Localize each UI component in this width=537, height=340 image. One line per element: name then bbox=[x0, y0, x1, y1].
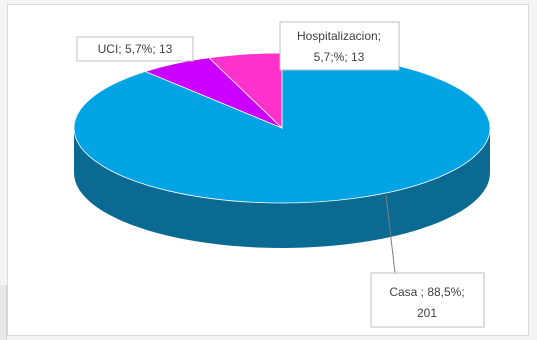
data-label-casa-line1: Casa ; 88,5%; bbox=[389, 285, 464, 299]
data-label-casa: Casa ; 88,5%; 201 bbox=[370, 272, 485, 328]
label-leaders bbox=[385, 194, 396, 274]
data-label-hospitalizacion: Hospitalizacion; 5,7;%; 13 bbox=[279, 21, 400, 71]
window-edge bbox=[0, 285, 7, 340]
data-label-uci: UCI; 5,7%; 13 bbox=[76, 36, 194, 62]
pie-slices bbox=[73, 52, 491, 204]
data-label-hospitalizacion-line2: 5,7;%; 13 bbox=[314, 50, 365, 64]
leader-line-casa bbox=[385, 194, 396, 274]
data-label-casa-line2: 201 bbox=[417, 306, 437, 320]
pie-depth bbox=[74, 128, 490, 248]
slice-side-casa bbox=[74, 128, 490, 248]
data-label-uci-text: UCI; 5,7%; 13 bbox=[98, 42, 173, 56]
data-label-hospitalizacion-line1: Hospitalizacion; bbox=[297, 29, 381, 43]
